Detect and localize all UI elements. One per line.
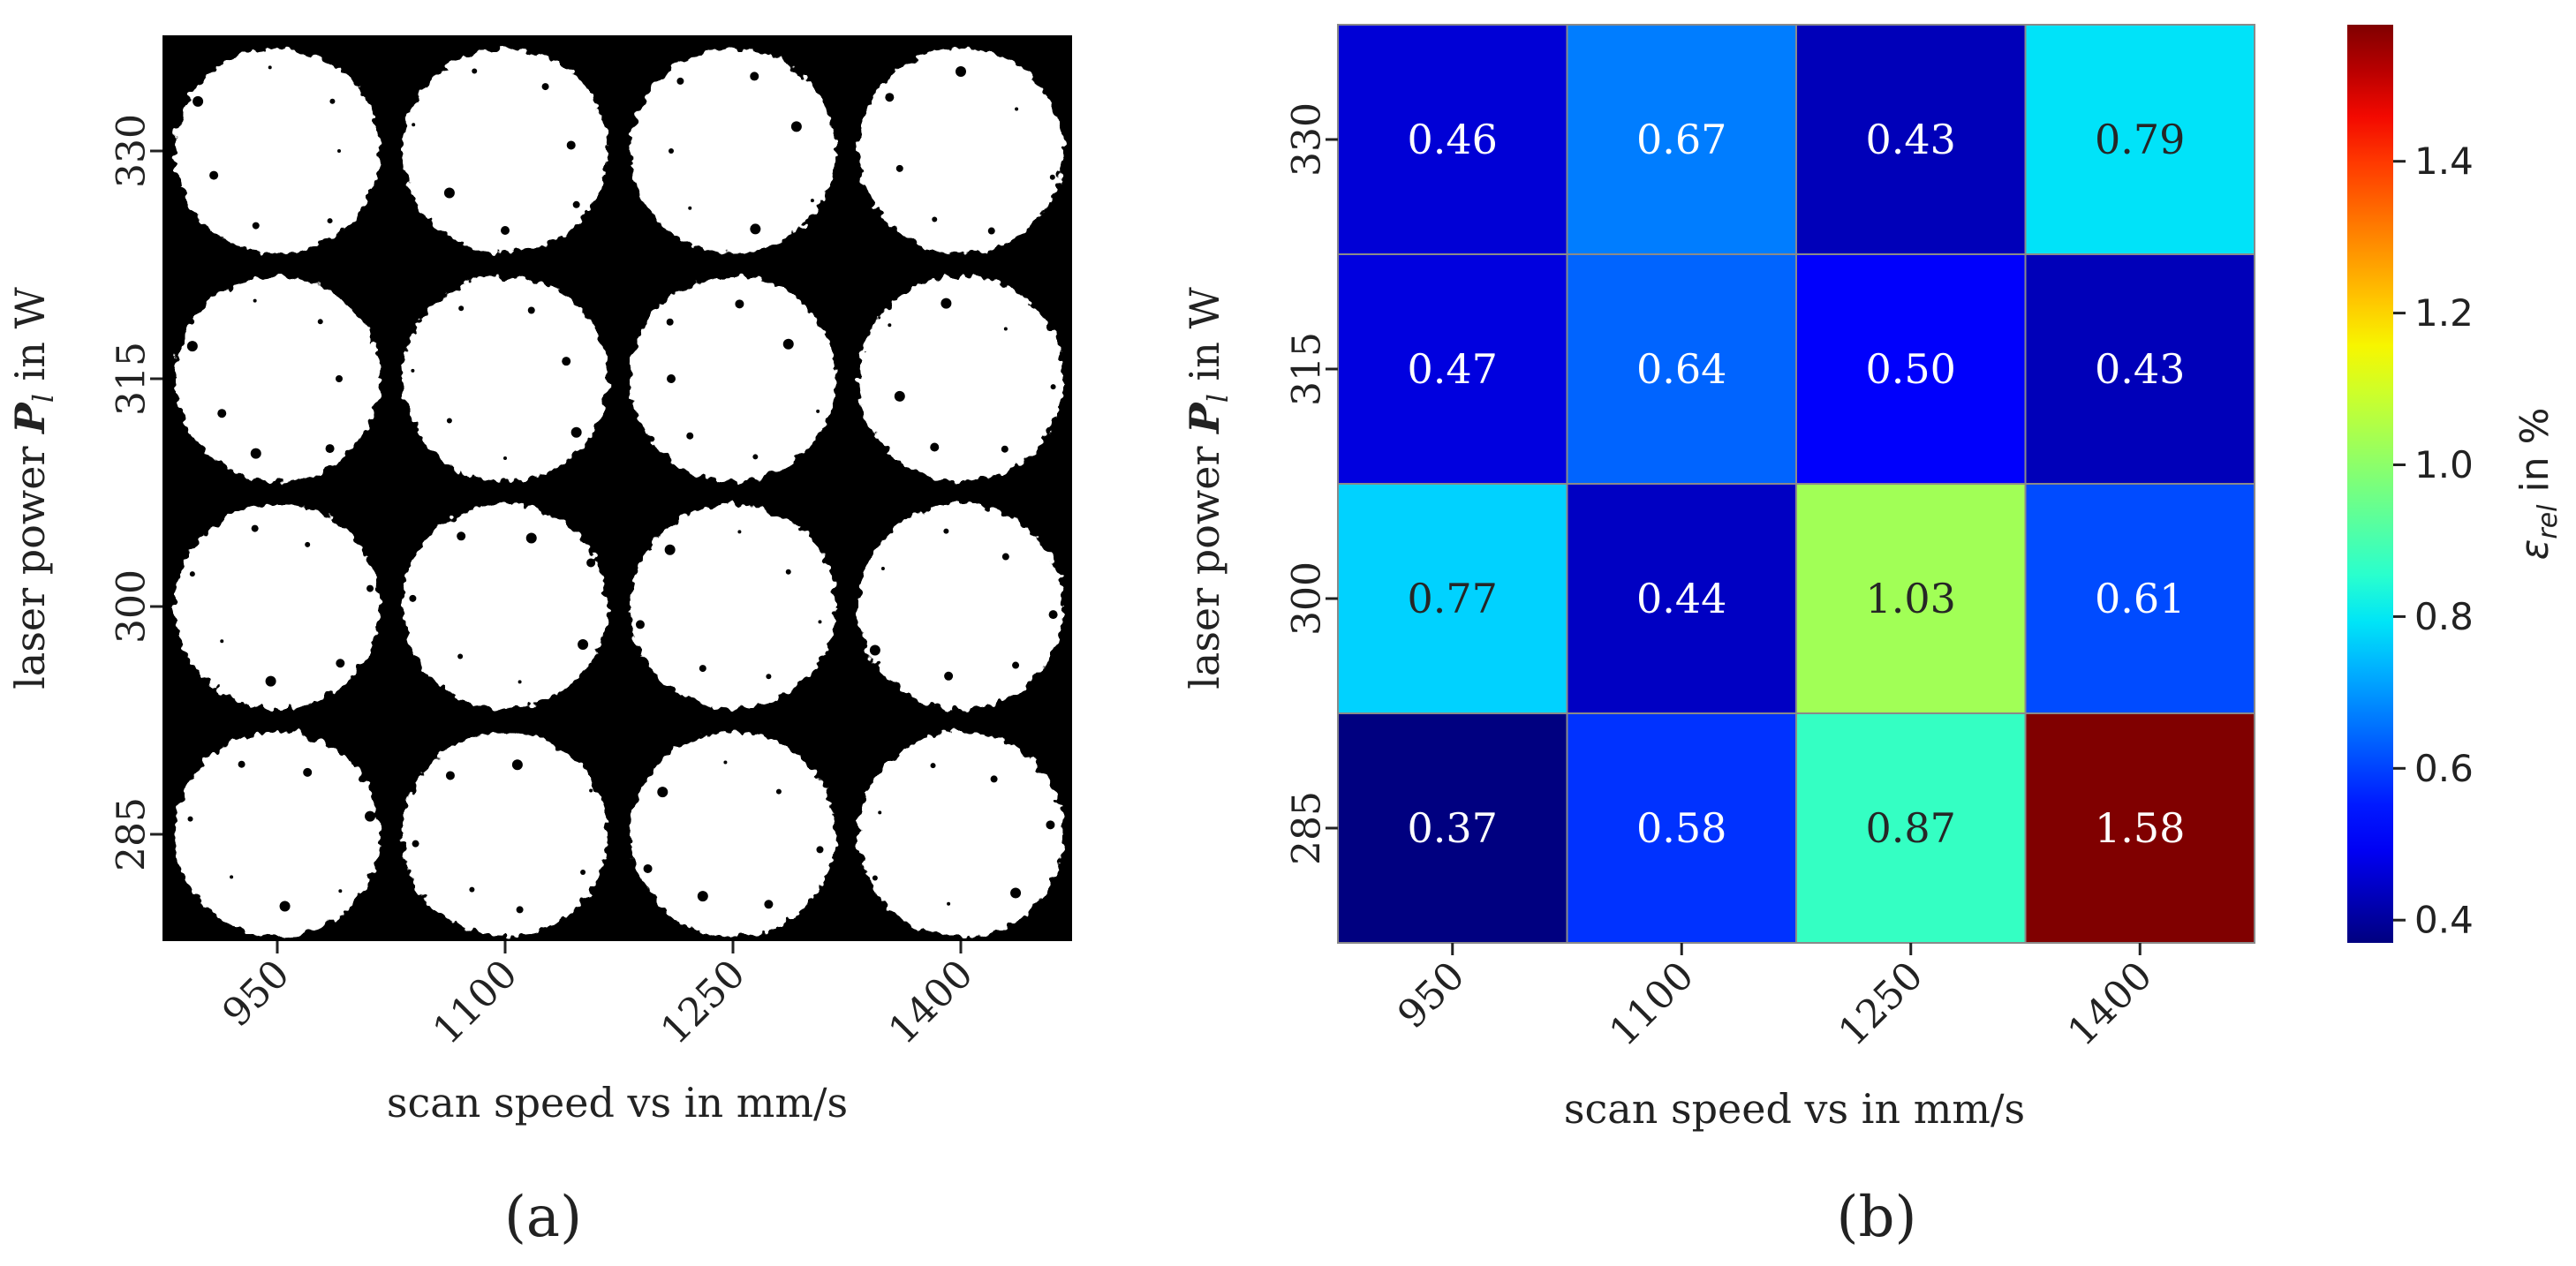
x-tick-label: 950 bbox=[1389, 953, 1473, 1037]
cell-value-label: 0.43 bbox=[1866, 116, 1956, 163]
cell-value-label: 0.47 bbox=[1408, 345, 1498, 393]
cell-value-label: 0.64 bbox=[1636, 345, 1726, 393]
panel-a-label: (a) bbox=[504, 1185, 582, 1250]
sample-disc bbox=[175, 504, 380, 709]
panel-b-label: (b) bbox=[1837, 1185, 1917, 1250]
x-tick-label: 1400 bbox=[2059, 953, 2161, 1055]
cell-value-label: 0.61 bbox=[2095, 575, 2185, 622]
heatmap-cell: 0.43 bbox=[1795, 24, 2027, 255]
heatmap-cell: 0.67 bbox=[1566, 24, 1797, 255]
heatmap-cell: 0.77 bbox=[1337, 483, 1568, 714]
colorbar-tick-label: 0.8 bbox=[2414, 595, 2474, 638]
y-tick-label: 315 bbox=[110, 342, 155, 416]
heatmap-cell: 0.79 bbox=[2024, 24, 2255, 255]
sample-disc bbox=[403, 732, 608, 937]
sample-disc bbox=[175, 276, 380, 481]
colorbar-tick-label: 1.2 bbox=[2414, 291, 2474, 335]
cell-value-label: 0.79 bbox=[2095, 116, 2185, 163]
y-tick-label: 285 bbox=[110, 797, 155, 871]
colorbar-tick-label: 0.4 bbox=[2414, 899, 2474, 942]
colorbar-gradient bbox=[2347, 25, 2393, 943]
panel-a: 950 1100 1250 1400 330 315 300 285 scan speed v… bbox=[6, 35, 1072, 1250]
sample-disc bbox=[858, 504, 1063, 709]
panel-b-heatmap: 0.46 0.67 0.43 0.79 0.47 0.64 0.50 0.43 0.77 0.44… bbox=[1337, 24, 2255, 944]
cell-value-label: 0.43 bbox=[2095, 345, 2185, 393]
x-tick-label: 950 bbox=[214, 952, 298, 1036]
sample-disc bbox=[403, 49, 608, 253]
y-tick-label: 315 bbox=[1285, 332, 1330, 406]
sample-disc bbox=[631, 732, 835, 937]
y-tick-label: 300 bbox=[1285, 561, 1330, 636]
sample-disc bbox=[175, 49, 380, 253]
panel-a-ylabel: laser power Pl in W bbox=[6, 286, 60, 689]
cell-value-label: 0.67 bbox=[1636, 116, 1726, 163]
heatmap-cell: 0.43 bbox=[2024, 253, 2255, 485]
colorbar-ticks: 0.4 0.6 0.8 1.0 1.2 1.4 bbox=[2393, 139, 2474, 942]
y-tick-label: 330 bbox=[1285, 102, 1330, 177]
heatmap-cell: 0.50 bbox=[1795, 253, 2027, 485]
heatmap-cell: 0.46 bbox=[1337, 24, 1568, 255]
x-tick-label: 1100 bbox=[1601, 953, 1703, 1055]
panel-a-discs bbox=[175, 49, 1063, 937]
heatmap-cell: 0.61 bbox=[2024, 483, 2255, 714]
cell-value-label: 0.50 bbox=[1866, 345, 1956, 393]
cell-value-label: 1.03 bbox=[1866, 575, 1956, 622]
heatmap-cell: 0.64 bbox=[1566, 253, 1797, 485]
x-tick-label: 1400 bbox=[880, 952, 982, 1053]
sample-disc bbox=[631, 504, 835, 709]
sample-disc bbox=[403, 504, 608, 709]
heatmap-cell: 0.47 bbox=[1337, 253, 1568, 485]
panel-b-ylabel: laser power Pl in W bbox=[1181, 286, 1235, 689]
x-tick-label: 1250 bbox=[653, 952, 754, 1053]
cell-value-label: 0.37 bbox=[1408, 804, 1498, 852]
y-tick-label: 330 bbox=[110, 114, 155, 188]
heatmap-cell: 0.44 bbox=[1566, 483, 1797, 714]
heatmap-cell: 0.58 bbox=[1566, 712, 1797, 944]
colorbar-tick-label: 1.4 bbox=[2414, 139, 2474, 183]
heatmap-cell: 0.37 bbox=[1337, 712, 1568, 944]
colorbar-label: εrel in % bbox=[2512, 408, 2564, 561]
colorbar-tick-label: 0.6 bbox=[2414, 747, 2474, 790]
heatmap-cell: 0.87 bbox=[1795, 712, 2027, 944]
sample-disc bbox=[403, 276, 608, 481]
sample-disc bbox=[858, 732, 1063, 937]
colorbar-tick-label: 1.0 bbox=[2414, 443, 2474, 486]
sample-disc bbox=[631, 276, 835, 481]
cell-value-label: 0.58 bbox=[1636, 804, 1726, 852]
colorbar: 0.4 0.6 0.8 1.0 1.2 1.4 εrel in % bbox=[2347, 25, 2564, 943]
y-tick-label: 285 bbox=[1285, 791, 1330, 865]
cell-value-label: 0.44 bbox=[1636, 575, 1726, 622]
cell-value-label: 0.87 bbox=[1866, 804, 1956, 852]
cell-value-label: 1.58 bbox=[2095, 804, 2185, 852]
panel-b: 0.46 0.67 0.43 0.79 0.47 0.64 0.50 0.43 0.77 0.44… bbox=[1181, 24, 2564, 1250]
sample-disc bbox=[631, 49, 835, 253]
y-tick-label: 300 bbox=[110, 569, 155, 644]
cell-value-label: 0.77 bbox=[1408, 575, 1498, 622]
sample-disc bbox=[858, 276, 1063, 481]
heatmap-cell: 1.03 bbox=[1795, 483, 2027, 714]
heatmap-cell: 1.58 bbox=[2024, 712, 2255, 944]
x-tick-label: 1250 bbox=[1830, 953, 1931, 1055]
panel-b-xlabel: scan speed vs in mm/s bbox=[1564, 1085, 2025, 1133]
panel-a-xlabel: scan speed vs in mm/s bbox=[387, 1079, 848, 1127]
sample-disc bbox=[858, 49, 1063, 253]
x-tick-label: 1100 bbox=[425, 952, 526, 1053]
cell-value-label: 0.46 bbox=[1408, 116, 1498, 163]
sample-disc bbox=[175, 732, 380, 937]
